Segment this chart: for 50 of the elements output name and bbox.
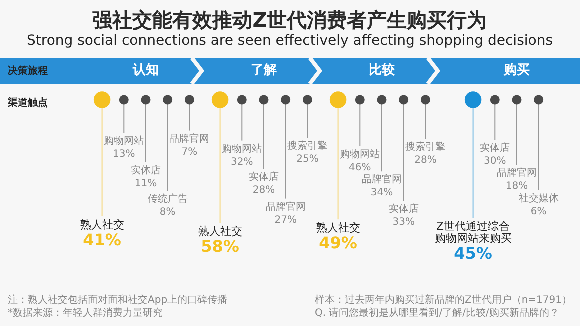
data-label: 25% [296,154,319,165]
data-label: 8% [160,207,176,218]
category-label: 品牌官网 [497,167,537,180]
category-label: 实体店 [131,164,161,176]
category-label: 品牌官网 [170,132,210,145]
data-label: 41% [83,230,122,250]
data-label: 7% [182,146,198,158]
data-label: 49% [319,234,358,253]
text: *数据来源：年轻人群消费力量研究 [8,307,164,320]
category-label: 熟人社交 [80,218,124,232]
text: Strong social connections are seen effectively affecting shopping decisions [26,32,554,50]
category-label: 熟人社交 [198,225,242,238]
data-label: 45% [454,244,492,263]
data-label: 34% [370,188,394,199]
category-label: 品牌官网 [362,174,402,186]
category-label: 搜索引擎 [406,141,446,154]
category-label: 实体店 [249,171,279,184]
text: 注：熟人社交包括面对面和社交App上的口碑传播 [8,294,228,307]
text: 购买 [503,63,530,78]
category-label: Z世代通过综合购物网站来购买 [434,220,512,245]
category-label: 实体店 [480,142,510,154]
data-label: 46% [349,162,372,174]
text: 了解 [251,63,277,78]
category-label: 购物网站 [222,142,262,155]
text: 认知 [132,63,159,78]
data-label: 18% [506,181,528,192]
data-label: 30% [484,156,506,167]
text: 强社交能有效推动Z世代消费者产生购买行为 [92,8,488,32]
category-label: 实体店 [388,203,419,216]
text: Q. 请问您最初是从哪里看到/了解/比较/购买新品牌的？ [314,307,560,320]
category-label: 熟人社交 [316,222,360,235]
category-label: 购物网站 [340,148,380,160]
data-label: 33% [392,217,415,228]
category-label: 搜索引擎 [288,140,328,152]
text: 比较 [369,62,396,78]
category-label: 传统广告 [148,193,188,206]
data-label: 28% [414,155,437,166]
data-label: 27% [274,214,297,226]
data-label: 32% [231,156,254,168]
data-label: 58% [201,237,240,256]
text: 决策旅程 [8,64,48,78]
data-label: 11% [134,178,158,190]
data-label: 13% [113,149,136,160]
data-label: 6% [530,206,547,218]
text: 渠道触点 [8,96,48,110]
data-label: 28% [252,185,276,196]
category-label: 社交媒体 [518,192,559,204]
text: 样本：过去两年内购买过新品牌的Z世代用户（n=1791） [314,294,572,307]
category-label: 品牌官网 [266,200,306,213]
category-label: 购物网站 [104,135,144,148]
